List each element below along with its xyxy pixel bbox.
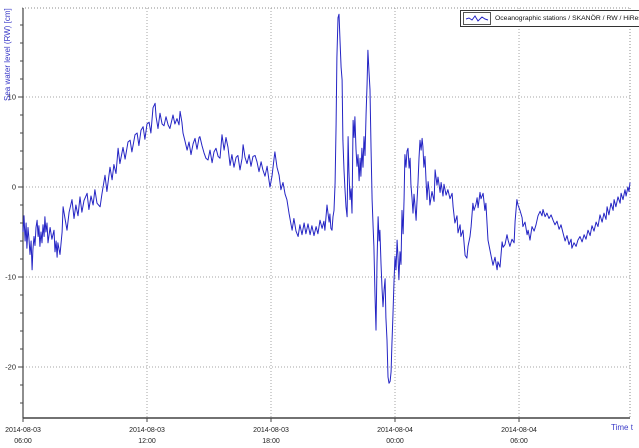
svg-text:12:00: 12:00	[138, 438, 156, 445]
svg-text:06:00: 06:00	[14, 438, 32, 445]
svg-text:2014-08-03: 2014-08-03	[253, 427, 289, 434]
x-axis-title: Time t	[611, 423, 633, 432]
svg-text:10: 10	[8, 93, 16, 102]
svg-text:2014-08-03: 2014-08-03	[5, 427, 41, 434]
svg-text:00:00: 00:00	[386, 438, 404, 445]
sea-level-series-line	[22, 13, 631, 384]
svg-text:2014-08-04: 2014-08-04	[501, 427, 537, 434]
svg-text:2014-08-03: 2014-08-03	[129, 427, 165, 434]
svg-text:-10: -10	[5, 273, 16, 282]
legend-box: Oceanographic stations / SKANÖR / RW / H…	[460, 10, 639, 27]
legend-label: Oceanographic stations / SKANÖR / RW / H…	[495, 15, 639, 22]
y-axis-title: Sea water level (RW) [cm]	[3, 8, 12, 101]
svg-text:-20: -20	[5, 363, 16, 372]
svg-text:2014-08-04: 2014-08-04	[377, 427, 413, 434]
svg-text:06:00: 06:00	[510, 438, 528, 445]
legend-line-icon	[463, 12, 491, 25]
svg-text:18:00: 18:00	[262, 438, 280, 445]
svg-text:0: 0	[12, 183, 16, 192]
